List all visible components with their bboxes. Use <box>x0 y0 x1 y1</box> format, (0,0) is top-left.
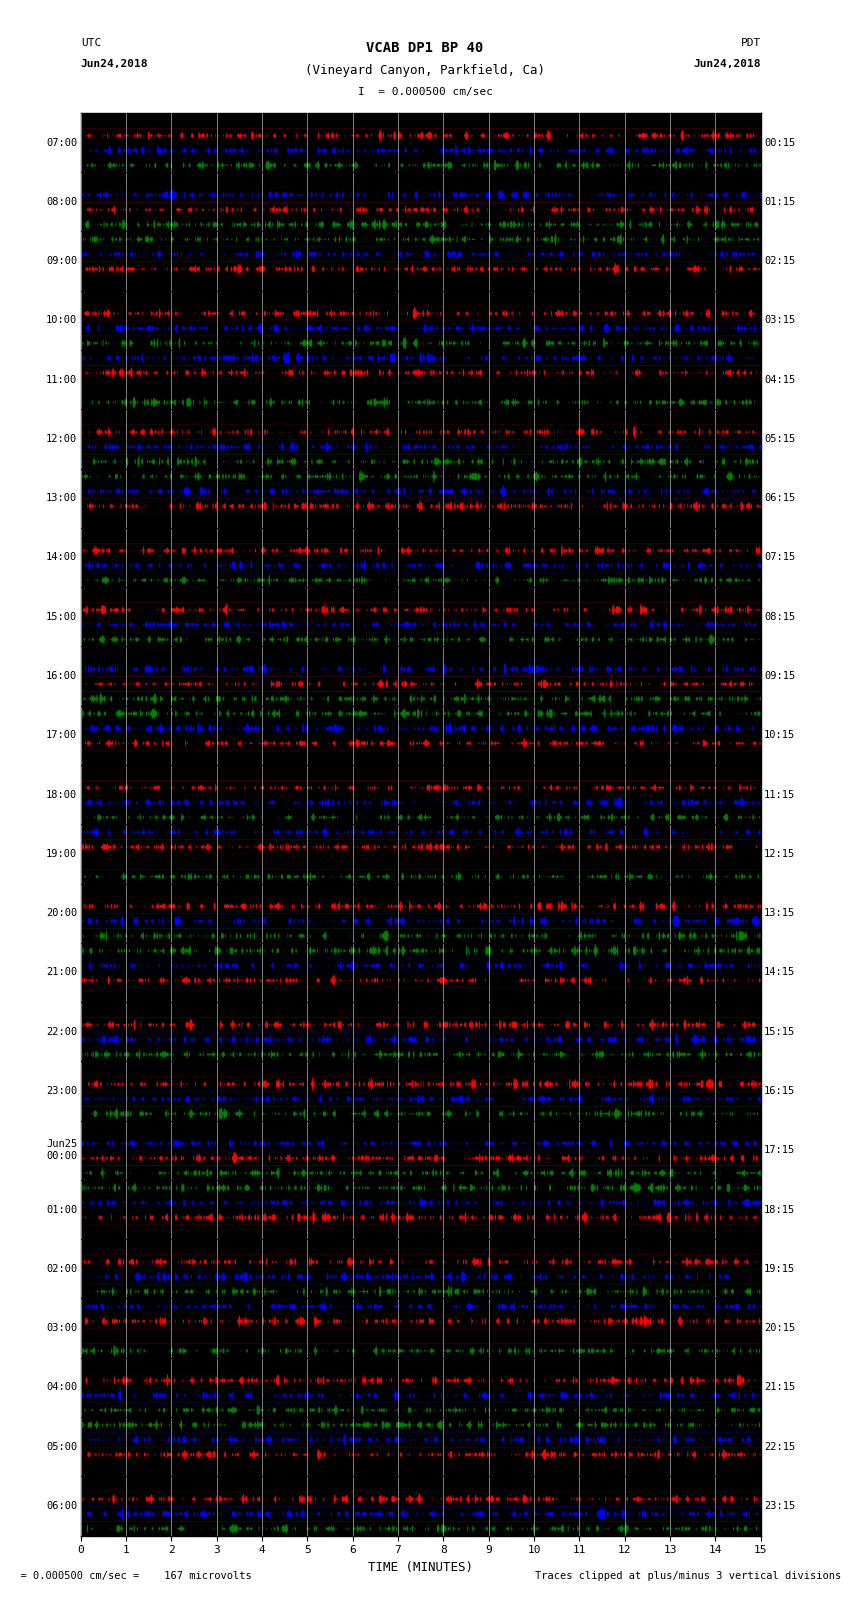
Text: 11:00: 11:00 <box>46 374 77 384</box>
Text: 11:15: 11:15 <box>764 790 796 800</box>
Text: 04:00: 04:00 <box>46 1382 77 1392</box>
Text: 20:15: 20:15 <box>764 1323 796 1332</box>
Text: 19:00: 19:00 <box>46 848 77 858</box>
Text: 15:15: 15:15 <box>764 1027 796 1037</box>
Text: 17:00: 17:00 <box>46 731 77 740</box>
Text: 15:00: 15:00 <box>46 611 77 621</box>
Text: 12:00: 12:00 <box>46 434 77 444</box>
Text: 23:00: 23:00 <box>46 1086 77 1095</box>
Text: I  = 0.000500 cm/sec: I = 0.000500 cm/sec <box>358 87 492 97</box>
Text: 22:15: 22:15 <box>764 1442 796 1452</box>
Text: 08:00: 08:00 <box>46 197 77 206</box>
Text: Traces clipped at plus/minus 3 vertical divisions: Traces clipped at plus/minus 3 vertical … <box>536 1571 842 1581</box>
Text: Jun25
00:00: Jun25 00:00 <box>46 1139 77 1161</box>
Text: 16:00: 16:00 <box>46 671 77 681</box>
Text: 05:00: 05:00 <box>46 1442 77 1452</box>
Text: 06:00: 06:00 <box>46 1502 77 1511</box>
Text: PDT: PDT <box>740 39 761 48</box>
Text: Jun24,2018: Jun24,2018 <box>694 60 761 69</box>
Text: 01:15: 01:15 <box>764 197 796 206</box>
Text: 16:15: 16:15 <box>764 1086 796 1095</box>
Text: 05:15: 05:15 <box>764 434 796 444</box>
Text: 14:00: 14:00 <box>46 553 77 563</box>
Text: 08:15: 08:15 <box>764 611 796 621</box>
X-axis label: TIME (MINUTES): TIME (MINUTES) <box>368 1561 473 1574</box>
Text: (Vineyard Canyon, Parkfield, Ca): (Vineyard Canyon, Parkfield, Ca) <box>305 65 545 77</box>
Text: 12:15: 12:15 <box>764 848 796 858</box>
Text: 21:00: 21:00 <box>46 968 77 977</box>
Text: 02:15: 02:15 <box>764 256 796 266</box>
Text: 10:00: 10:00 <box>46 316 77 326</box>
Text: = 0.000500 cm/sec =    167 microvolts: = 0.000500 cm/sec = 167 microvolts <box>8 1571 252 1581</box>
Text: 17:15: 17:15 <box>764 1145 796 1155</box>
Text: 21:15: 21:15 <box>764 1382 796 1392</box>
Text: 03:00: 03:00 <box>46 1323 77 1332</box>
Text: 09:15: 09:15 <box>764 671 796 681</box>
Text: 18:00: 18:00 <box>46 790 77 800</box>
Text: UTC: UTC <box>81 39 101 48</box>
Text: 02:00: 02:00 <box>46 1265 77 1274</box>
Text: 03:15: 03:15 <box>764 316 796 326</box>
Text: 09:00: 09:00 <box>46 256 77 266</box>
Text: VCAB DP1 BP 40: VCAB DP1 BP 40 <box>366 40 484 55</box>
Text: 19:15: 19:15 <box>764 1265 796 1274</box>
Text: 10:15: 10:15 <box>764 731 796 740</box>
Text: 23:15: 23:15 <box>764 1502 796 1511</box>
Text: 20:00: 20:00 <box>46 908 77 918</box>
Text: 14:15: 14:15 <box>764 968 796 977</box>
Text: 07:00: 07:00 <box>46 137 77 147</box>
Text: 00:15: 00:15 <box>764 137 796 147</box>
Text: 06:15: 06:15 <box>764 494 796 503</box>
Text: 13:00: 13:00 <box>46 494 77 503</box>
Text: Jun24,2018: Jun24,2018 <box>81 60 148 69</box>
Text: 13:15: 13:15 <box>764 908 796 918</box>
Text: 04:15: 04:15 <box>764 374 796 384</box>
Text: 07:15: 07:15 <box>764 553 796 563</box>
Text: 01:00: 01:00 <box>46 1205 77 1215</box>
Text: 18:15: 18:15 <box>764 1205 796 1215</box>
Text: 22:00: 22:00 <box>46 1027 77 1037</box>
